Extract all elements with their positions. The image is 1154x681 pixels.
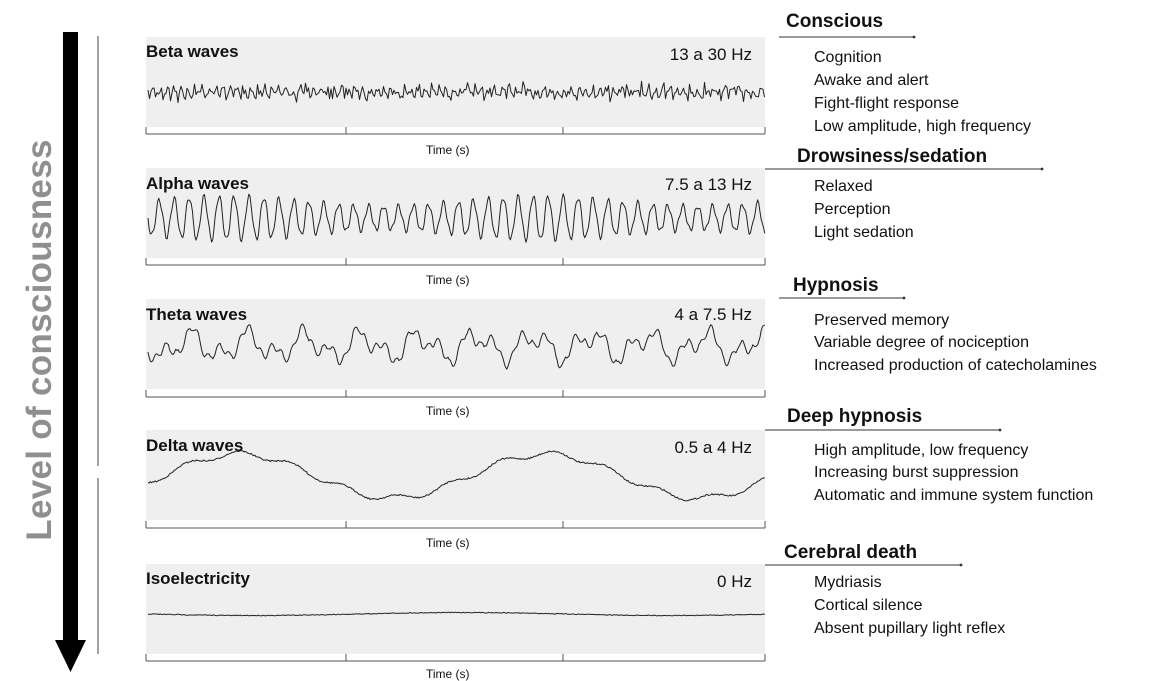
time-label-theta: Time (s) xyxy=(426,404,470,418)
panel-title-theta: Theta waves xyxy=(146,305,248,324)
state-title-drowsiness: Drowsiness/sedation xyxy=(797,146,988,167)
state-item: Preserved memory xyxy=(814,312,950,329)
state-item: Mydriasis xyxy=(814,574,882,591)
state-item: Perception xyxy=(814,201,891,218)
state-title-underline-dot xyxy=(902,296,906,300)
state-item: Absent pupillary light reflex xyxy=(814,620,1006,637)
panel-freq-theta: 4 a 7.5 Hz xyxy=(674,305,753,324)
consciousness-arrow-head xyxy=(55,640,86,672)
state-title-underline-dot xyxy=(1040,167,1044,171)
state-item: Awake and alert xyxy=(814,72,929,89)
eeg-trace-isoelectricity xyxy=(147,611,766,617)
time-label-isoelectricity: Time (s) xyxy=(426,667,470,681)
state-item: Low amplitude, high frequency xyxy=(814,118,1032,135)
panel-title-beta: Beta waves xyxy=(146,42,239,61)
state-item: Increased production of catecholamines xyxy=(814,357,1097,374)
state-item: Light sedation xyxy=(814,224,914,241)
eeg-trace-theta xyxy=(147,323,765,370)
eeg-panel-beta xyxy=(146,37,765,127)
state-item: Automatic and immune system function xyxy=(814,487,1094,504)
state-title-hypnosis: Hypnosis xyxy=(793,275,879,296)
state-item: Increasing burst suppression xyxy=(814,464,1019,481)
state-title-deep-hypnosis: Deep hypnosis xyxy=(787,406,923,427)
panel-title-isoelectricity: Isoelectricity xyxy=(146,569,250,588)
panel-title-delta: Delta waves xyxy=(146,436,244,455)
eeg-trace-alpha xyxy=(147,193,766,243)
panel-freq-beta: 13 a 30 Hz xyxy=(669,45,752,64)
state-title-cerebral-death: Cerebral death xyxy=(784,542,918,563)
panel-title-alpha: Alpha waves xyxy=(146,174,249,193)
state-item: Fight-flight response xyxy=(814,95,959,112)
time-label-delta: Time (s) xyxy=(426,536,470,550)
state-item: Variable degree of nociception xyxy=(814,334,1029,351)
consciousness-arrow-shaft xyxy=(63,32,78,644)
eeg-panel-delta xyxy=(146,430,765,520)
state-item: Relaxed xyxy=(814,178,873,195)
eeg-trace-delta xyxy=(147,450,765,502)
eeg-panel-isoelectricity xyxy=(146,564,765,654)
state-item: Cognition xyxy=(814,49,882,66)
eeg-trace-beta xyxy=(147,80,765,104)
panel-freq-delta: 0.5 a 4 Hz xyxy=(674,438,753,457)
panel-freq-alpha: 7.5 a 13 Hz xyxy=(665,175,752,194)
time-label-beta: Time (s) xyxy=(426,143,470,157)
state-title-underline-dot xyxy=(959,563,963,567)
state-title-conscious: Conscious xyxy=(786,11,884,32)
state-item: High amplitude, low frequency xyxy=(814,442,1029,459)
level-of-consciousness-label: Level of consciousness xyxy=(20,139,59,541)
state-title-underline-dot xyxy=(998,428,1002,432)
state-item: Cortical silence xyxy=(814,597,923,614)
state-title-underline-dot xyxy=(912,35,916,39)
time-label-alpha: Time (s) xyxy=(426,273,470,287)
panel-freq-isoelectricity: 0 Hz xyxy=(717,572,752,591)
